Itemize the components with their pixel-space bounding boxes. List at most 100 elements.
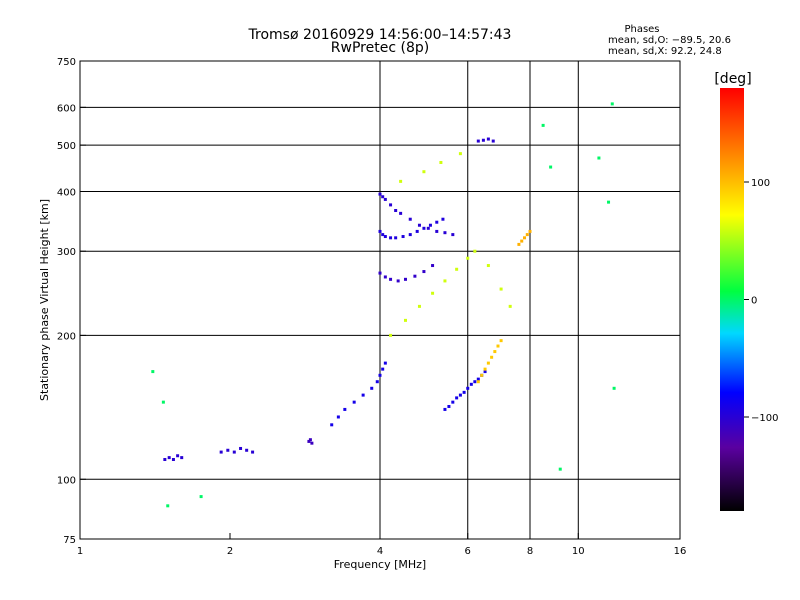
- data-point: [330, 423, 334, 427]
- data-point: [612, 386, 616, 390]
- data-point: [396, 279, 400, 283]
- data-point: [151, 370, 155, 374]
- data-point: [549, 165, 553, 169]
- x-tick-label: 2: [227, 546, 233, 557]
- data-point: [167, 456, 171, 460]
- data-point: [455, 396, 459, 400]
- data-point: [499, 339, 503, 343]
- data-point: [399, 211, 403, 215]
- data-point: [171, 457, 175, 461]
- data-point: [443, 407, 447, 411]
- data-point: [441, 217, 445, 221]
- data-point: [458, 393, 462, 397]
- data-point: [381, 195, 385, 199]
- y-tick-label: 75: [63, 535, 76, 546]
- x-tick-label: 10: [572, 546, 585, 557]
- data-point: [417, 223, 421, 227]
- x-tick-label: 6: [465, 546, 471, 557]
- grid-lines: [80, 61, 680, 539]
- chart-subtitle: RwPretec (8p): [331, 40, 429, 56]
- data-point: [486, 137, 490, 141]
- colorbar-label: [deg]: [714, 71, 751, 87]
- data-point: [381, 233, 385, 237]
- data-point: [176, 454, 180, 458]
- data-point: [383, 275, 387, 279]
- phases-heading: Phases: [624, 24, 659, 35]
- data-point: [476, 377, 480, 381]
- data-point: [378, 271, 382, 275]
- data-point: [336, 415, 340, 419]
- data-point: [610, 102, 614, 106]
- data-point: [343, 407, 347, 411]
- data-point: [307, 439, 311, 443]
- data-point: [408, 217, 412, 221]
- data-point: [403, 318, 407, 322]
- data-point: [417, 304, 421, 308]
- data-point: [483, 370, 487, 374]
- data-point: [245, 448, 249, 452]
- data-point: [466, 386, 470, 390]
- data-point: [431, 291, 435, 295]
- data-point: [466, 256, 470, 260]
- colorbar-tick-label: −100: [751, 413, 778, 424]
- data-point: [480, 373, 484, 377]
- data-point: [493, 350, 497, 354]
- x-tick-label: 1: [77, 546, 83, 557]
- data-point: [491, 139, 495, 143]
- data-point: [219, 450, 223, 454]
- data-point: [458, 152, 462, 156]
- data-point: [308, 438, 312, 442]
- data-point: [476, 380, 480, 384]
- data-point: [473, 249, 477, 253]
- data-point: [431, 264, 435, 268]
- y-tick-label: 100: [57, 475, 76, 486]
- data-point: [180, 456, 184, 460]
- y-axis: 75 100 200 300 400 500 600 750: [57, 57, 86, 546]
- data-point: [499, 287, 503, 291]
- data-point: [370, 386, 374, 390]
- data-point: [528, 229, 532, 233]
- data-point: [389, 277, 393, 281]
- data-point: [399, 179, 403, 183]
- data-point: [469, 382, 473, 386]
- data-point: [447, 404, 451, 408]
- colorbar-tick-label: 100: [751, 178, 770, 189]
- data-point: [415, 229, 419, 233]
- data-point: [383, 235, 387, 239]
- data-point: [166, 504, 170, 508]
- data-point: [383, 361, 387, 365]
- y-tick-label: 600: [57, 103, 76, 114]
- data-point: [473, 380, 477, 384]
- phases-x-stats: mean, sd,X: 92.2, 24.8: [608, 46, 722, 57]
- data-point: [389, 333, 393, 337]
- data-point: [426, 226, 430, 230]
- data-point: [394, 236, 398, 240]
- data-point: [408, 233, 412, 237]
- data-point: [251, 450, 255, 454]
- data-point: [422, 170, 426, 174]
- y-tick-label: 500: [57, 141, 76, 152]
- y-tick-label: 400: [57, 187, 76, 198]
- data-point: [389, 236, 393, 240]
- x-tick-label: 8: [527, 546, 533, 557]
- data-point: [226, 448, 230, 452]
- data-point: [523, 236, 527, 240]
- data-point: [394, 209, 398, 213]
- colorbar: [720, 88, 744, 511]
- chart-title: Tromsø 20160929 14:56:00–14:57:43: [248, 27, 512, 43]
- data-point: [378, 229, 382, 233]
- data-point: [508, 304, 512, 308]
- data-point: [486, 264, 490, 268]
- data-point: [199, 495, 203, 499]
- data-point: [558, 467, 562, 471]
- data-point: [361, 393, 365, 397]
- data-point: [422, 226, 426, 230]
- data-point: [520, 239, 524, 243]
- data-point: [352, 400, 356, 404]
- data-point: [375, 380, 379, 384]
- x-axis: 1 2 4 6 8 10 16: [77, 533, 686, 557]
- colorbar-ticks: 100 0 −100: [744, 178, 778, 424]
- data-point: [389, 203, 393, 207]
- data-point: [439, 160, 443, 164]
